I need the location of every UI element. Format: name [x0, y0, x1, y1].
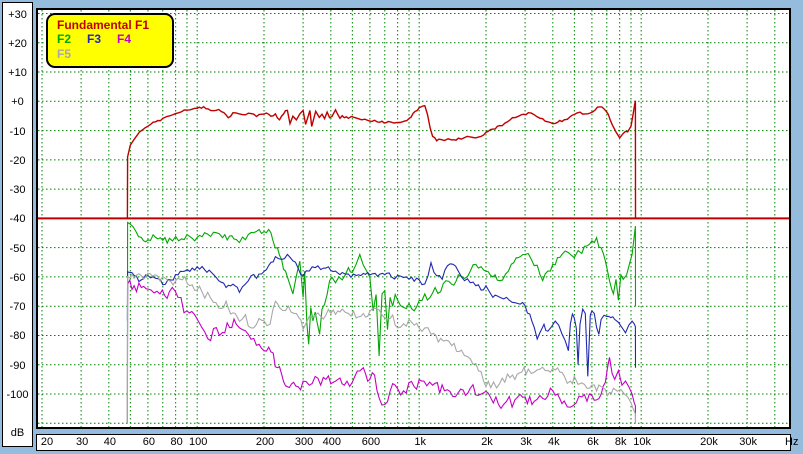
x-tick-200: 200 [255, 436, 275, 448]
legend-item-f4: F4 [117, 32, 132, 46]
legend-harmonics-row: F2 F3 F4 F5 [57, 32, 172, 62]
x-tick-80: 80 [170, 436, 183, 448]
x-tick-30: 30 [75, 436, 89, 448]
legend-item-f5: F5 [57, 47, 72, 61]
y-tick-+0: +0 [11, 96, 24, 109]
legend-item-f2: F2 [57, 32, 72, 46]
x-tick-40: 40 [103, 436, 116, 448]
trace-f3 [126, 253, 637, 377]
x-tick-4k: 4k [548, 436, 560, 448]
y-axis-unit: dB [10, 427, 25, 439]
x-tick-3k: 3k [520, 436, 532, 448]
x-tick-600: 600 [361, 436, 381, 448]
y-tick--30: -30 [9, 184, 26, 197]
trace-f5 [126, 272, 637, 424]
x-tick-20k: 20k [700, 436, 718, 448]
y-tick--100: -100 [6, 389, 29, 401]
legend-title: Fundamental F1 [57, 18, 150, 32]
y-tick-+20: +20 [8, 37, 27, 50]
plot-area[interactable] [36, 8, 791, 429]
x-tick-100: 100 [188, 436, 208, 448]
x-tick-20: 20 [40, 436, 54, 448]
x-tick-60: 60 [142, 436, 156, 448]
y-tick--70: -70 [9, 301, 26, 314]
x-axis: Hz 20 30 40 60 80 100 200 300 400 600 1k 2k 3k 4k 6k 8k… [36, 434, 798, 451]
x-tick-6k: 6k [587, 436, 599, 448]
legend-item-f3: F3 [87, 32, 102, 46]
x-tick-8k: 8k [614, 436, 627, 448]
trace-f4 [126, 278, 637, 424]
y-tick--20: -20 [9, 154, 26, 167]
x-tick-30k: 30k [739, 436, 757, 448]
legend-box[interactable]: Fundamental F1 F2 F3 F4 F5 [46, 13, 174, 68]
trace-f2 [126, 221, 637, 424]
y-tick-+30: +30 [8, 8, 27, 21]
y-tick--60: -60 [9, 271, 26, 284]
y-tick--90: -90 [9, 359, 26, 372]
y-tick--10: -10 [9, 125, 26, 138]
x-tick-10k: 10k [633, 436, 652, 448]
y-tick--40: -40 [9, 213, 26, 226]
x-tick-300: 300 [294, 436, 314, 448]
x-tick-1k: 1k [414, 436, 426, 448]
chart-canvas[interactable] [36, 8, 791, 429]
x-axis-unit: Hz [785, 436, 799, 448]
x-tick-400: 400 [322, 436, 342, 448]
x-tick-2k: 2k [481, 436, 493, 448]
y-axis: dB +30 +20 +10 +0 -10 -20 -30 -40 -50 -60 -70 -80 -9… [2, 2, 33, 447]
y-tick--50: -50 [9, 242, 26, 255]
y-tick--80: -80 [9, 330, 26, 343]
y-tick-+10: +10 [8, 67, 27, 80]
trace-fundamental-f1 [126, 100, 637, 219]
